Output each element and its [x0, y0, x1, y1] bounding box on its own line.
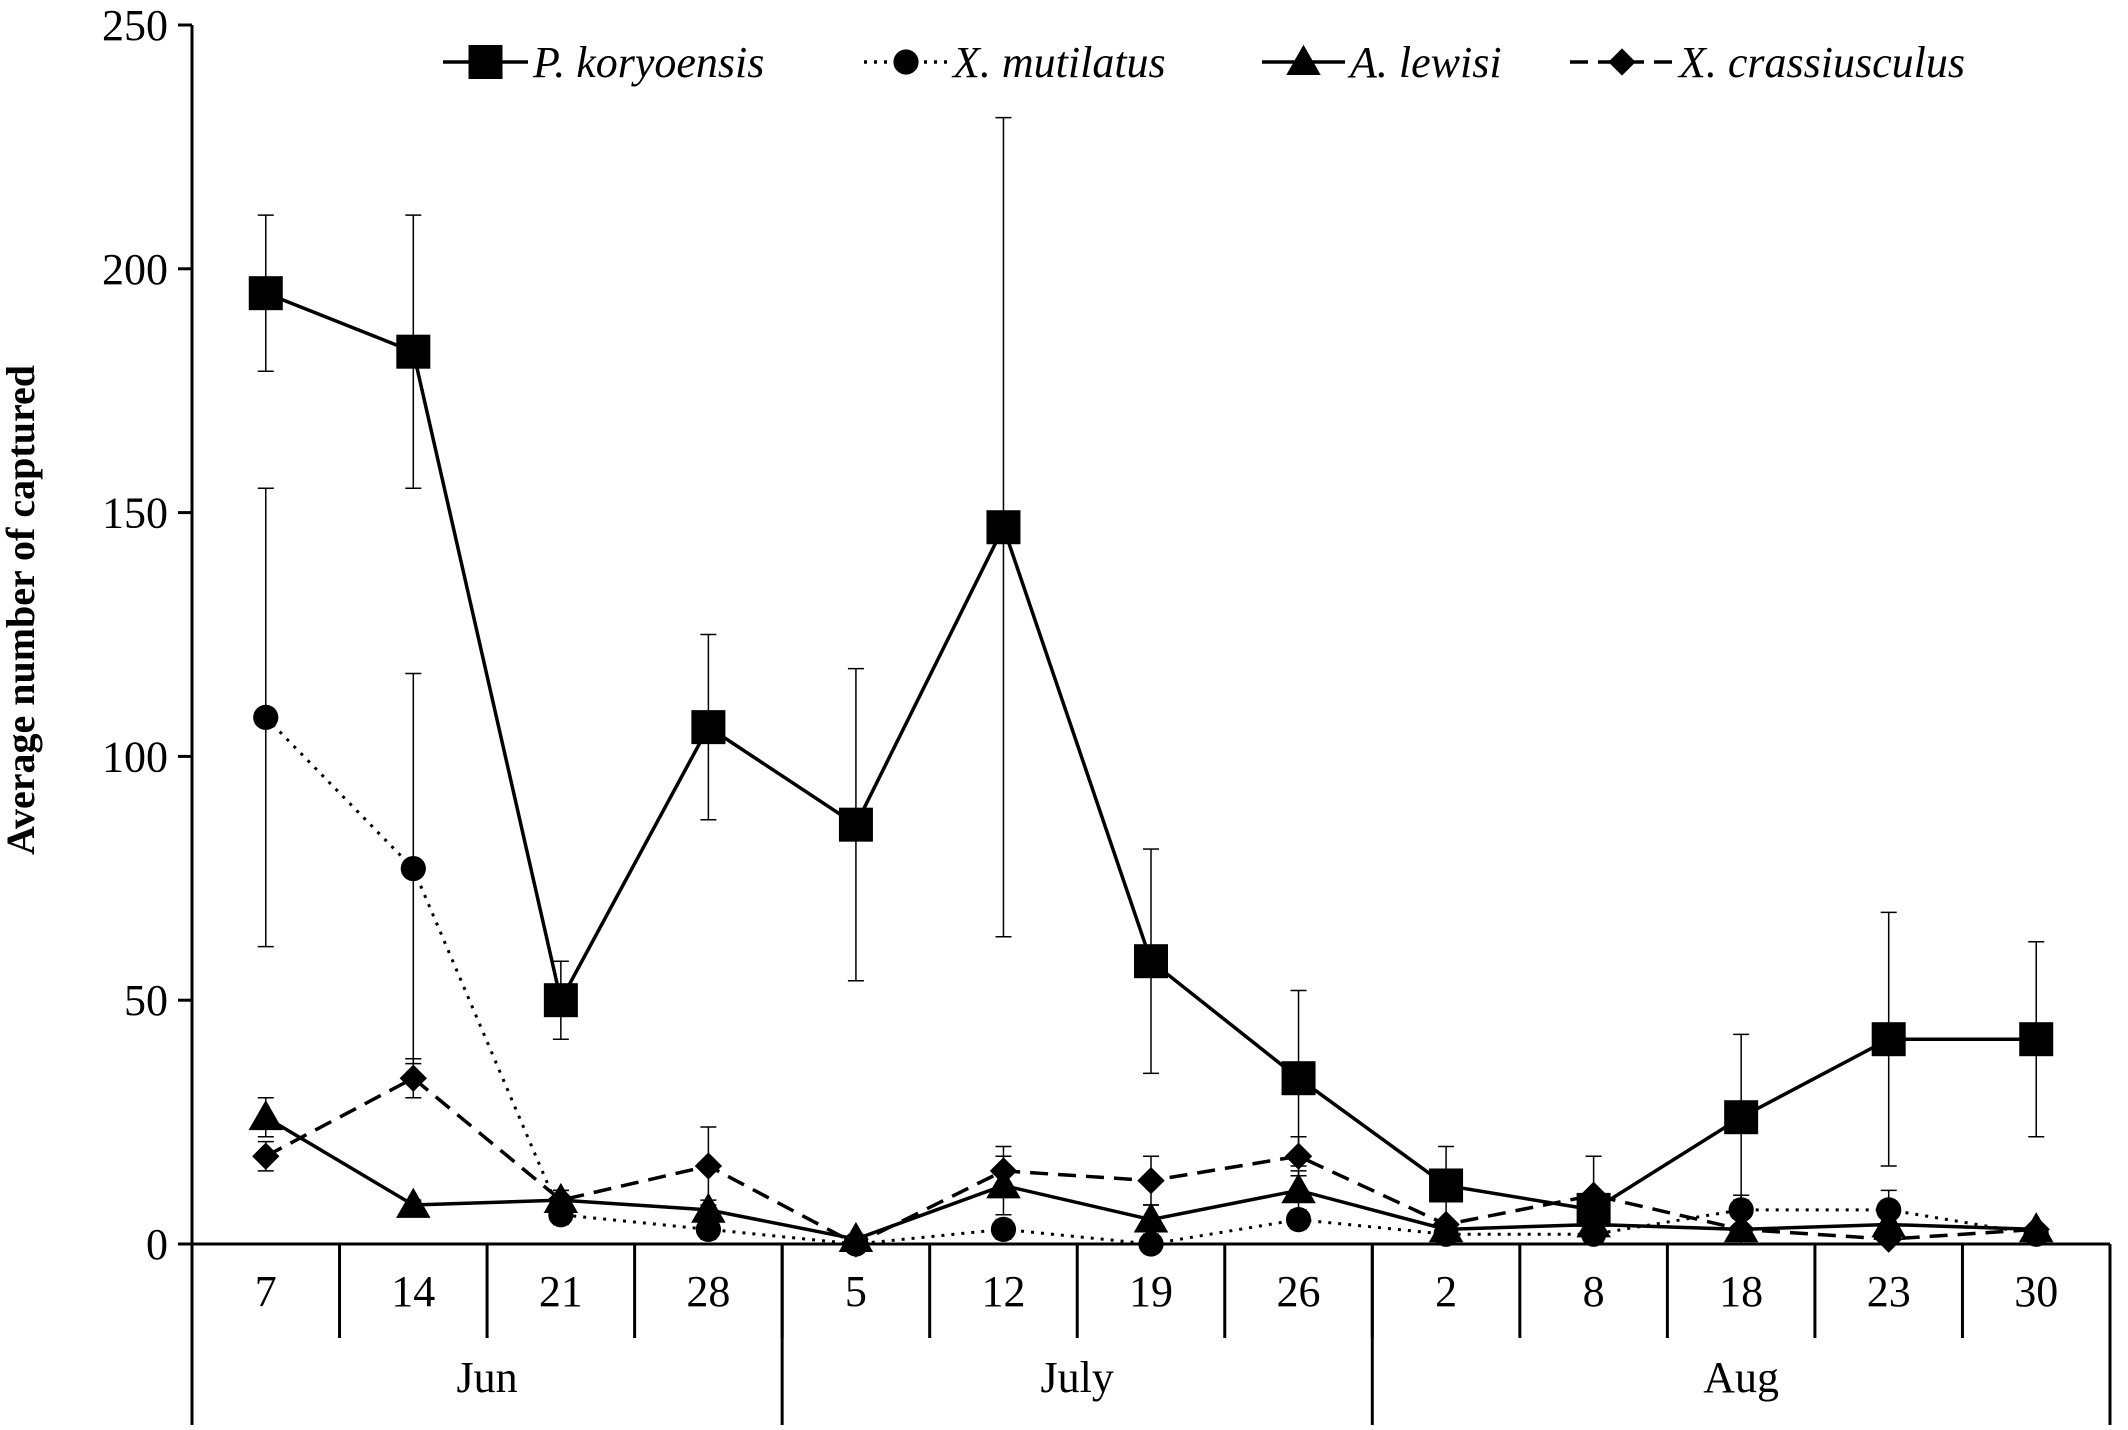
y-tick-label: 150 [102, 489, 168, 538]
data-point [1285, 1207, 1312, 1233]
data-point [1133, 1202, 1169, 1233]
data-point [691, 710, 726, 745]
data-point [1281, 1061, 1316, 1096]
data-point [1871, 1022, 1906, 1057]
data-point [1581, 1221, 1607, 1247]
data-point [986, 1168, 1021, 1199]
x-tick-label: 14 [391, 1267, 435, 1316]
legend-marker [468, 45, 503, 79]
x-tick-label: 30 [2014, 1267, 2058, 1316]
y-tick-label: 250 [102, 1, 168, 50]
data-point [694, 1152, 723, 1180]
data-point [843, 1231, 869, 1257]
data-point [1724, 1100, 1759, 1135]
month-label: Aug [1703, 1353, 1779, 1402]
y-tick-label: 100 [102, 732, 168, 781]
legend-item: A. lewisi [1262, 38, 1502, 87]
y-tick-label: 50 [124, 976, 168, 1025]
data-point [1433, 1221, 1459, 1247]
data-point [838, 807, 873, 842]
x-tick-label: 8 [1583, 1267, 1605, 1316]
data-point [248, 1099, 284, 1131]
month-label: July [1041, 1353, 1114, 1402]
y-tick-label: 200 [102, 245, 168, 294]
data-point [1728, 1197, 1754, 1223]
month-label: Jun [457, 1353, 518, 1402]
data-point [543, 983, 578, 1018]
legend-marker [1286, 44, 1321, 75]
legend-item: P. koryoensis [443, 38, 764, 87]
data-point [1137, 1166, 1165, 1195]
data-point [253, 704, 279, 730]
data-point [1429, 1168, 1464, 1203]
legend-label: A. lewisi [1347, 38, 1502, 87]
data-point [400, 855, 426, 882]
legend-item: X. crassiusculus [1570, 38, 1965, 87]
data-point [1281, 1173, 1316, 1204]
data-point [548, 1202, 574, 1228]
data-point [695, 1216, 721, 1242]
x-tick-label: 18 [1719, 1267, 1763, 1316]
x-tick-label: 5 [845, 1267, 867, 1316]
x-tick-label: 19 [1129, 1267, 1173, 1316]
data-point [1723, 1212, 1759, 1243]
data-point [990, 1216, 1017, 1242]
legend-item: X. mutilatus [864, 38, 1166, 87]
x-tick-label: 23 [1867, 1267, 1911, 1316]
data-point [1134, 944, 1168, 979]
legend-label: P. koryoensis [532, 38, 764, 87]
x-tick-label: 2 [1435, 1267, 1457, 1316]
data-point [1138, 1231, 1164, 1257]
data-point [2023, 1221, 2049, 1247]
series-p-koryoensis [248, 116, 2054, 1227]
legend-marker [893, 49, 919, 75]
data-point [248, 276, 283, 311]
data-point [396, 1187, 431, 1218]
data-point [399, 1064, 427, 1092]
legend-label: X. mutilatus [951, 38, 1166, 87]
x-tick-label: 26 [1277, 1267, 1321, 1316]
data-point [252, 1142, 280, 1170]
x-tick-label: 7 [255, 1267, 277, 1316]
x-tick-label: 21 [539, 1267, 583, 1316]
x-tick-label: 12 [981, 1267, 1025, 1316]
data-point [986, 510, 1021, 545]
data-point [691, 1192, 726, 1223]
data-point [543, 1182, 579, 1214]
x-tick-label: 28 [686, 1267, 730, 1316]
y-tick-label: 0 [146, 1220, 168, 1269]
data-point [1876, 1197, 1902, 1223]
legend-marker [1608, 48, 1636, 76]
y-axis-label: Average number of captured [0, 365, 43, 855]
data-point [1576, 1192, 1611, 1227]
data-point [396, 334, 431, 369]
data-point [2019, 1022, 2054, 1057]
legend-label: X. crassiusculus [1677, 38, 1965, 87]
series-x-mutilatus [253, 487, 2049, 1257]
